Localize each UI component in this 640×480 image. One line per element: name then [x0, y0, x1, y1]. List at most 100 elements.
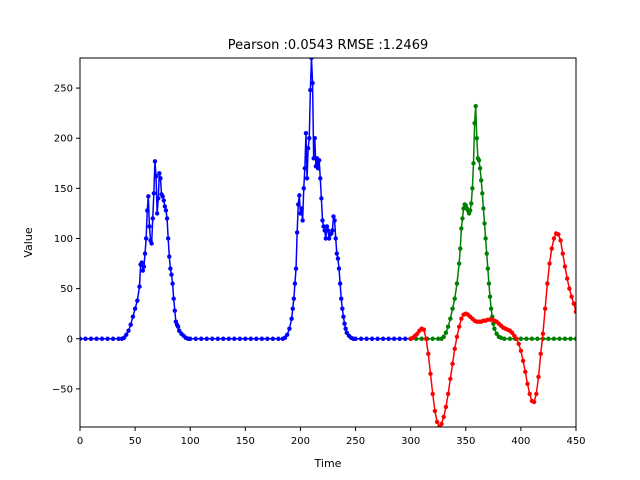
data-point	[126, 328, 131, 333]
data-point	[518, 336, 524, 341]
data-point	[170, 281, 175, 286]
data-point	[358, 336, 364, 341]
data-point	[430, 391, 435, 397]
data-point	[509, 330, 515, 335]
data-point	[571, 301, 576, 306]
data-point	[402, 336, 408, 341]
data-point	[105, 336, 110, 341]
data-point	[270, 336, 276, 341]
data-point	[326, 236, 332, 241]
data-point	[296, 202, 301, 207]
data-point	[321, 224, 326, 229]
data-point	[336, 266, 342, 271]
data-point	[172, 308, 177, 313]
data-point	[525, 381, 530, 387]
data-point	[469, 201, 474, 206]
y-tick-label: 100	[54, 234, 73, 245]
data-point	[474, 136, 479, 141]
data-point	[419, 336, 424, 341]
data-point	[494, 331, 499, 336]
data-point	[167, 254, 172, 259]
data-point	[168, 266, 173, 271]
data-point	[162, 204, 168, 209]
data-point	[177, 328, 182, 333]
data-point	[473, 103, 478, 109]
data-point	[443, 404, 449, 410]
data-point	[318, 176, 323, 181]
data-point	[291, 296, 297, 301]
data-point	[397, 336, 402, 341]
data-point	[301, 186, 306, 191]
data-point	[315, 166, 321, 171]
data-point	[483, 236, 488, 241]
x-tick-label: 50	[129, 436, 142, 447]
data-point	[445, 391, 451, 397]
data-point	[139, 260, 144, 265]
data-point	[529, 336, 535, 341]
data-point	[305, 146, 311, 151]
data-point	[161, 198, 166, 203]
data-point	[243, 336, 248, 341]
data-point	[160, 194, 165, 199]
data-point	[479, 178, 484, 183]
data-point	[333, 236, 338, 241]
y-axis-label: Value	[22, 227, 35, 257]
y-tick-label: 150	[54, 184, 73, 195]
data-point	[538, 351, 543, 356]
data-point	[481, 206, 486, 211]
data-point	[344, 330, 349, 335]
data-point	[320, 218, 325, 223]
x-tick-label: 0	[77, 436, 83, 447]
data-point	[215, 336, 220, 341]
data-point	[312, 136, 317, 141]
data-point	[562, 264, 568, 269]
data-point	[146, 194, 151, 199]
data-point	[567, 286, 572, 291]
data-point	[341, 314, 346, 319]
x-tick-label: 200	[291, 436, 310, 447]
data-point	[319, 196, 324, 201]
data-point	[470, 186, 475, 191]
data-point	[459, 316, 464, 321]
data-point	[564, 276, 570, 281]
data-point	[518, 348, 524, 353]
data-point	[454, 334, 460, 339]
data-point	[137, 284, 142, 289]
data-point	[545, 281, 550, 286]
data-point	[154, 211, 160, 216]
data-point	[445, 324, 451, 329]
data-point	[145, 208, 150, 213]
data-point	[456, 324, 462, 329]
data-point	[520, 358, 526, 364]
data-point	[311, 156, 316, 161]
data-point	[514, 336, 519, 341]
data-point	[498, 335, 504, 340]
data-point	[467, 208, 473, 213]
y-tick-label: −50	[52, 384, 73, 395]
data-point	[325, 228, 331, 233]
data-point	[557, 336, 562, 341]
data-point	[546, 336, 551, 341]
data-point	[302, 166, 308, 171]
data-point	[426, 351, 431, 356]
data-point	[343, 326, 348, 331]
x-tick-label: 300	[401, 436, 420, 447]
data-point	[551, 236, 557, 241]
data-point	[476, 158, 482, 163]
plot-frame	[79, 57, 577, 428]
data-point	[551, 336, 557, 341]
data-point	[147, 224, 152, 229]
data-point	[276, 336, 281, 341]
data-point	[141, 264, 147, 269]
data-point	[248, 336, 254, 341]
data-point	[450, 361, 455, 367]
data-point	[448, 316, 453, 321]
data-point	[322, 228, 327, 233]
data-point	[542, 306, 548, 311]
data-point	[573, 309, 576, 314]
data-point	[430, 336, 435, 341]
x-tick-label: 350	[456, 436, 475, 447]
data-point	[152, 159, 158, 164]
data-point	[121, 335, 127, 340]
data-point	[516, 341, 521, 346]
